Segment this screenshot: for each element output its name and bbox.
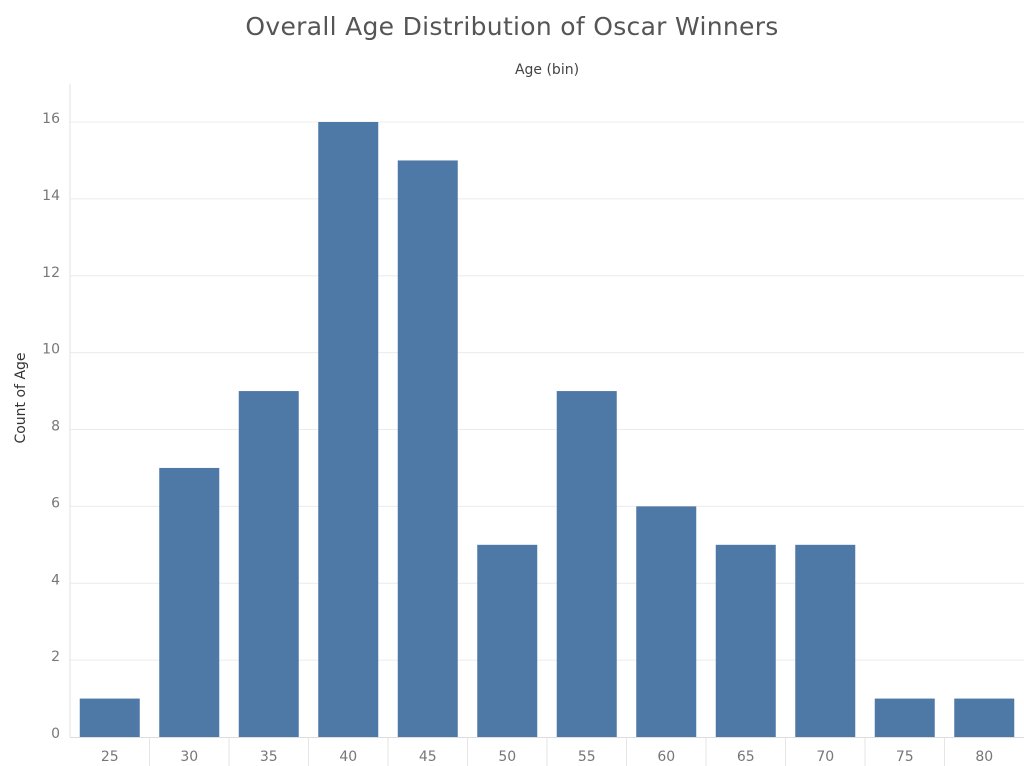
y-tick-label: 14 <box>42 188 60 204</box>
bar <box>238 391 299 737</box>
y-tick-label: 16 <box>42 111 60 127</box>
x-tick-label: 35 <box>260 749 278 765</box>
bar <box>477 544 538 737</box>
bar <box>874 698 935 737</box>
y-tick-label: 10 <box>42 342 60 358</box>
bar <box>397 160 458 737</box>
gridlines <box>70 121 1024 661</box>
bar <box>954 698 1015 737</box>
y-tick-label: 4 <box>51 572 60 588</box>
y-tick-label: 12 <box>42 265 60 281</box>
x-axis-title: Age (bin) <box>514 62 580 78</box>
x-tick-label: 65 <box>737 749 755 765</box>
y-tick-label: 0 <box>51 726 60 742</box>
bar <box>79 698 140 737</box>
x-tick-label: 50 <box>498 749 516 765</box>
x-tick-label: 75 <box>896 749 914 765</box>
x-tick-label: 70 <box>816 749 834 765</box>
x-tick-label: 40 <box>339 749 357 765</box>
bar <box>795 544 856 737</box>
axes: 0 2 4 6 8 10 12 14 16 25 30 35 40 45 50 55 60 65 70 75 80 <box>42 84 1024 766</box>
x-tick-label: 45 <box>419 749 437 765</box>
bar <box>556 391 617 737</box>
y-tick-label: 8 <box>51 419 60 435</box>
x-tick-label: 30 <box>180 749 198 765</box>
x-tick-label: 25 <box>101 749 119 765</box>
x-tick-label: 55 <box>578 749 596 765</box>
bar <box>715 544 776 737</box>
x-tick-label: 80 <box>975 749 993 765</box>
chart-title: Overall Age Distribution of Oscar Winner… <box>245 12 779 41</box>
bar <box>318 122 379 737</box>
bars <box>79 122 1015 737</box>
bar <box>159 467 220 737</box>
y-tick-label: 2 <box>51 649 60 665</box>
bar <box>636 506 697 737</box>
x-tick-label: 60 <box>657 749 675 765</box>
y-tick-label: 6 <box>51 495 60 511</box>
